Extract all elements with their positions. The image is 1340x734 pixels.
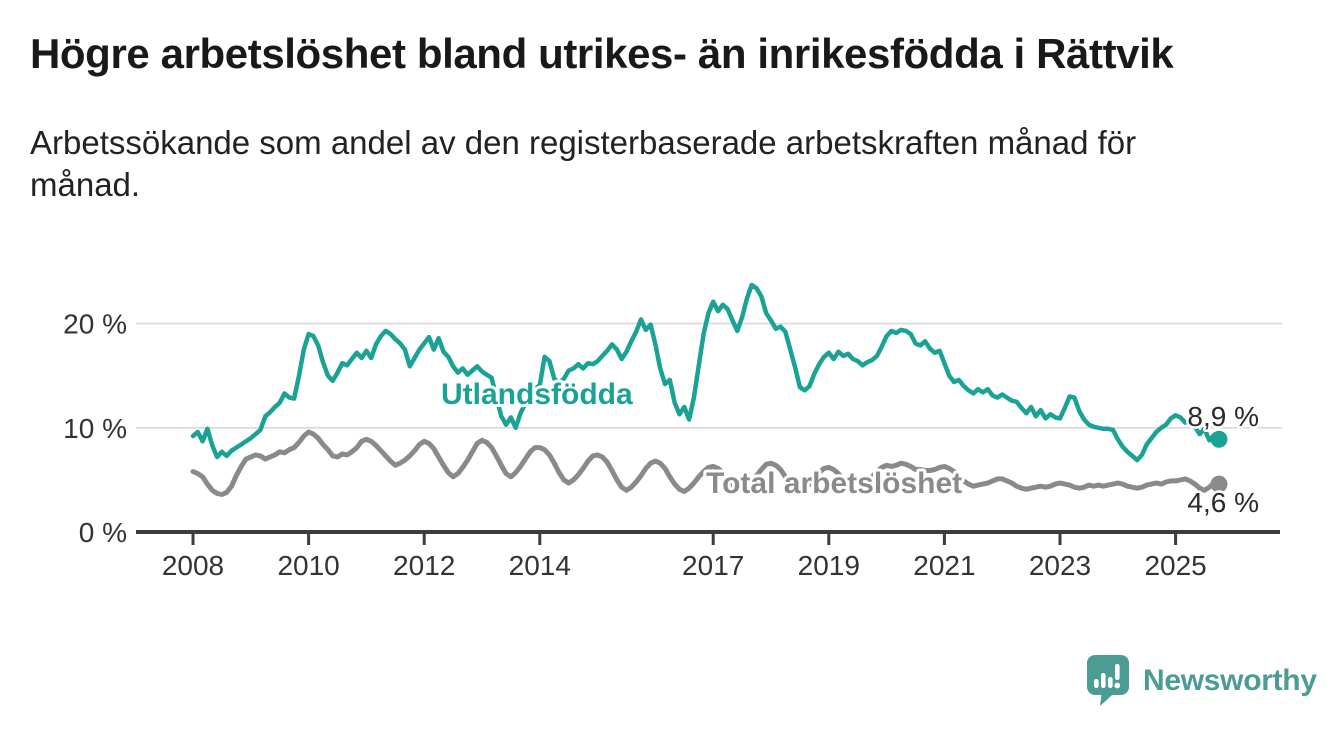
end-value-label-utlandsfodda: 8,9 % <box>1187 401 1259 432</box>
newsworthy-logo: Newsworthy <box>1086 654 1317 708</box>
series-line-utlandsfodda <box>190 282 1222 463</box>
series-end-dot-total-arbetsloshet <box>1210 475 1228 493</box>
x-axis-label: 2010 <box>277 550 339 581</box>
end-value-label-total: 4,6 % <box>1187 487 1259 518</box>
x-axis-label: 2019 <box>798 550 860 581</box>
y-axis-label: 20 % <box>63 309 127 340</box>
page-title: Högre arbetslöshet bland utrikes- än inr… <box>30 30 1174 77</box>
y-axis-label: 0 % <box>79 517 127 548</box>
x-ticks-and-labels: 2008 2010 2012 2014 2017 2019 2021 2023 2025 <box>162 532 1207 581</box>
newsworthy-bubble-chart-icon <box>1087 655 1129 706</box>
series-line-total-arbetsloshet <box>190 429 1222 497</box>
series-end-dot-utlandsfodda <box>1210 430 1228 448</box>
series-label-utlandsfodda: Utlandsfödda <box>441 378 633 411</box>
x-axis-label: 2017 <box>682 550 744 581</box>
chart-subtitle: Arbetssökande som andel av den registerb… <box>30 124 1137 203</box>
series-label-total-arbetsloshet: Total arbetslöshet <box>706 467 962 500</box>
x-axis-label: 2023 <box>1029 550 1091 581</box>
x-axis-label: 2012 <box>393 550 455 581</box>
y-axis-label: 10 % <box>63 413 127 444</box>
x-axis-label: 2025 <box>1144 550 1206 581</box>
newsworthy-wordmark: Newsworthy <box>1143 664 1317 697</box>
series-lines <box>190 282 1228 497</box>
x-axis-label: 2008 <box>162 550 224 581</box>
x-axis-label: 2014 <box>509 550 571 581</box>
x-axis-label: 2021 <box>913 550 975 581</box>
